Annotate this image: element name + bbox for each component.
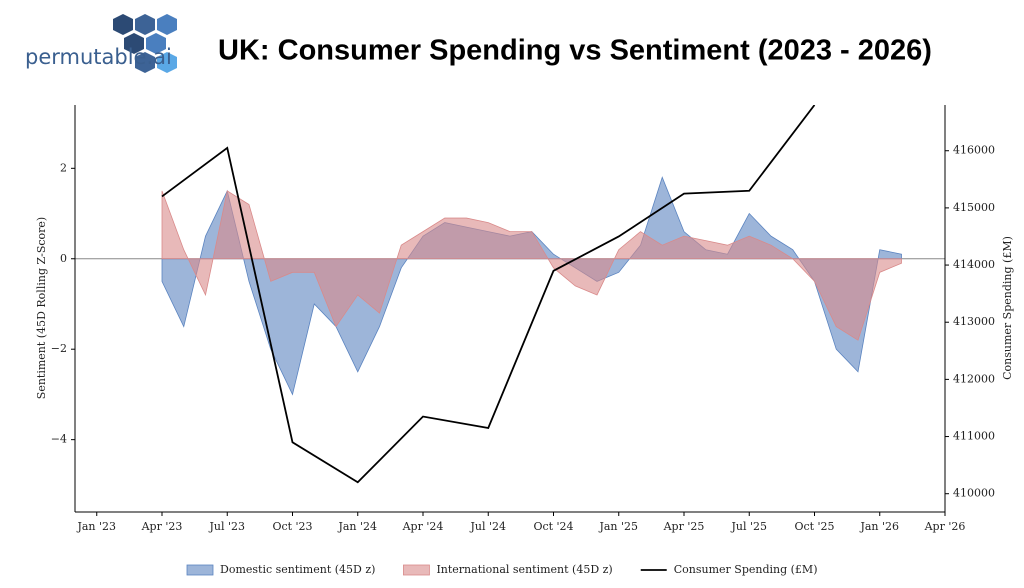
x-tick-label: Jan '23: [76, 520, 116, 533]
x-tick-label: Oct '23: [272, 520, 312, 533]
x-tick-label: Apr '26: [924, 520, 966, 533]
y2-tick-label: 413000: [953, 315, 995, 328]
chart-title: UK: Consumer Spending vs Sentiment (2023…: [218, 35, 932, 67]
y2-tick-label: 414000: [953, 258, 995, 271]
y-tick-label: 0: [60, 252, 67, 265]
y2-tick-label: 416000: [953, 144, 995, 157]
y-tick-label: −2: [51, 342, 67, 355]
y2-tick-label: 412000: [953, 372, 995, 385]
y-axis-label: Sentiment (45D Rolling Z-Score): [35, 217, 48, 399]
legend-swatch: [403, 564, 430, 576]
x-tick-label: Jan '26: [859, 520, 899, 533]
sentiment-area: [161, 190, 902, 341]
series-group: [75, 105, 945, 484]
legend-label: Domestic sentiment (45D z): [220, 563, 375, 576]
plot-area: [75, 105, 945, 484]
legend-label: Consumer Spending (£M): [674, 563, 818, 576]
y-tick-label: −4: [51, 433, 67, 446]
logo-text: permutable.ai: [25, 45, 172, 69]
y-tick-label: 2: [60, 161, 67, 174]
y2-tick-label: 411000: [953, 430, 995, 443]
y2-tick-label: 410000: [953, 487, 995, 500]
legend-label: International sentiment (45D z): [436, 563, 612, 576]
x-tick-label: Apr '24: [402, 520, 444, 533]
x-tick-label: Jan '25: [598, 520, 638, 533]
x-tick-label: Apr '23: [141, 520, 183, 533]
x-tick-label: Jul '23: [208, 520, 245, 533]
sentiment-area: [161, 176, 902, 396]
x-tick-label: Jul '25: [730, 520, 767, 533]
spending-line: [161, 105, 816, 484]
y2-tick-label: 415000: [953, 201, 995, 214]
x-tick-label: Oct '24: [533, 520, 573, 533]
logo-mark: [113, 14, 177, 73]
x-tick-label: Jan '24: [337, 520, 377, 533]
x-tick-label: Jul '24: [469, 520, 506, 533]
legend: Domestic sentiment (45D z) International …: [186, 563, 818, 576]
x-tick-label: Apr '25: [663, 520, 705, 533]
y2-axis-label: Consumer Spending (£M): [1001, 236, 1014, 380]
legend-swatch: [186, 564, 214, 576]
x-tick-label: Oct '25: [794, 520, 834, 533]
